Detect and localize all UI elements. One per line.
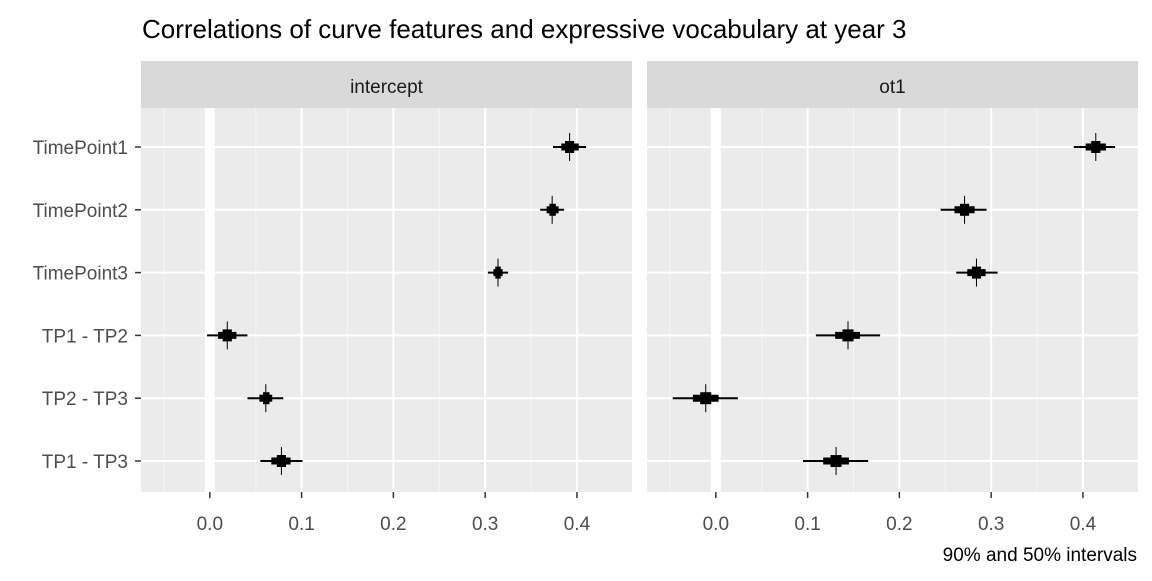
- interval-timepoint2: [540, 195, 565, 224]
- interval-timepoint3: [487, 258, 509, 287]
- y-tick-label: TimePoint3: [33, 264, 128, 285]
- interval-timepoint1: [1073, 133, 1116, 161]
- strip-label: intercept: [350, 77, 424, 98]
- x-tick-label: 0.0: [703, 514, 729, 535]
- y-tick-label: TimePoint2: [33, 201, 128, 222]
- y-tick-label: TP2 - TP3: [42, 389, 128, 410]
- interval-tp1-tp2: [815, 321, 881, 350]
- facet-panel-ot1: ot1 0.0 0.1 0.2 0.3 0.4: [647, 61, 1138, 535]
- y-tick-label: TP1 - TP2: [42, 326, 128, 347]
- x-tick-label: 0.0: [197, 514, 223, 535]
- y-tick-label: TimePoint1: [33, 138, 128, 159]
- x-tick-label: 0.4: [1070, 514, 1097, 535]
- x-tick-label: 0.2: [886, 514, 912, 535]
- interval-tp2-tp3: [247, 384, 284, 413]
- strip-background: [141, 61, 632, 108]
- interval-tp2-tp3: [672, 384, 738, 413]
- interval-timepoint1: [553, 133, 587, 161]
- facet-panel-intercept: intercept 0.0 0.1 0.2 0.3 0.4: [141, 61, 632, 535]
- panel-background: [141, 108, 632, 492]
- x-tick-label: 0.1: [288, 514, 314, 535]
- chart-title: Correlations of curve features and expre…: [142, 14, 907, 44]
- strip-background: [647, 61, 1138, 108]
- x-tick-label: 0.3: [978, 514, 1004, 535]
- chart-caption: 90% and 50% intervals: [943, 545, 1137, 566]
- strip-label: ot1: [879, 77, 905, 98]
- x-axis-ot1: 0.0 0.1 0.2 0.3 0.4: [703, 492, 1097, 535]
- y-axis: TimePoint1 TimePoint2 TimePoint3 TP1 - TP2 T…: [33, 138, 141, 473]
- x-axis-intercept: 0.0 0.1 0.2 0.3 0.4: [197, 492, 591, 535]
- interval-tp1-tp2: [207, 321, 248, 350]
- x-tick-label: 0.1: [794, 514, 820, 535]
- x-tick-label: 0.4: [564, 514, 591, 535]
- x-tick-label: 0.2: [380, 514, 406, 535]
- interval-tp1-tp3: [260, 447, 303, 475]
- interval-timepoint3: [956, 258, 998, 287]
- y-tick-label: TP1 - TP3: [42, 452, 128, 473]
- panel-background: [647, 108, 1138, 492]
- x-tick-label: 0.3: [472, 514, 498, 535]
- interval-timepoint2: [940, 195, 987, 224]
- interval-tp1-tp3: [803, 447, 869, 475]
